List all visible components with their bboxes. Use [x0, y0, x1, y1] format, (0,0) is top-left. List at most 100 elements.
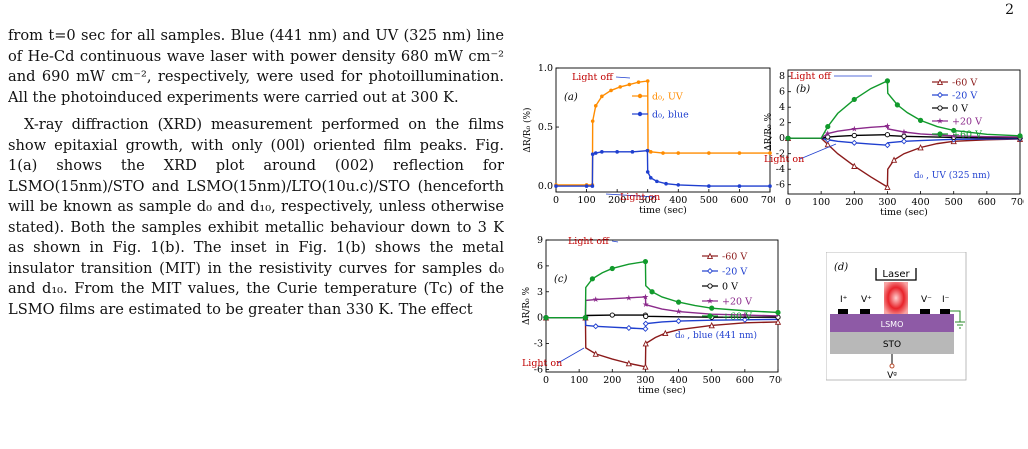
- y-axis: -6 -3 0 3 6 9: [534, 235, 549, 375]
- x-tick-label: 500: [703, 375, 721, 386]
- label-v-minus: V⁻: [921, 295, 932, 305]
- label-i-plus: I⁺: [840, 295, 848, 305]
- data-point: [584, 184, 589, 188]
- y-tick-label: -6: [534, 364, 543, 375]
- gate-terminal: [889, 363, 895, 369]
- data-point: [615, 150, 619, 154]
- data-point: [851, 132, 857, 139]
- data-point: [661, 151, 665, 155]
- data-point: [775, 309, 781, 316]
- data-point: [851, 96, 857, 103]
- annotation-label: Light off: [572, 72, 614, 83]
- x-tick-label: 600: [978, 197, 996, 208]
- data-point: [900, 138, 908, 145]
- data-point: [707, 151, 711, 155]
- data-point: [642, 363, 649, 370]
- data-point: [655, 179, 659, 184]
- y-tick-label: 3: [537, 287, 543, 298]
- x-tick-label: 200: [608, 195, 626, 206]
- plot-frame: [787, 69, 1021, 195]
- data-point: [768, 151, 772, 155]
- data-point: [676, 183, 681, 187]
- data-point: [600, 150, 604, 154]
- y-tick-label: -6: [776, 180, 785, 191]
- data-point: [609, 265, 615, 272]
- data-point: [590, 184, 595, 188]
- data-point: [884, 78, 891, 84]
- data-point: [609, 88, 613, 93]
- annotation-label: Light on: [764, 154, 804, 165]
- data-point: [917, 144, 924, 151]
- data-point: [675, 299, 682, 305]
- x-tick-label: 100: [570, 375, 588, 386]
- y-tick-label: -2: [776, 149, 785, 160]
- legend-entry: -20 V: [722, 267, 747, 278]
- legend-marker: ★: [936, 117, 943, 126]
- legend-marker: [706, 267, 714, 275]
- contact-i-plus: [838, 309, 848, 314]
- data-point: [917, 117, 924, 123]
- y-axis-label: ΔR/R₀ %: [522, 287, 532, 326]
- data-point: ★: [592, 295, 599, 304]
- data-point: [627, 82, 632, 87]
- data-point: [625, 359, 632, 367]
- data-point: ★: [884, 122, 891, 131]
- data-point: [825, 123, 831, 130]
- data-point: [593, 151, 598, 155]
- x-tick-label: 200: [603, 375, 621, 386]
- data-point: ★: [851, 124, 858, 133]
- data-point: [645, 148, 650, 153]
- legend-marker: [937, 105, 943, 111]
- series-d-blue: d₀, blue: [554, 110, 772, 188]
- legend-entry: -20 V: [952, 91, 977, 102]
- gate-label: Vᵍ: [887, 371, 897, 381]
- paragraph-1: from t=0 sec for all samples. Blue (441 …: [8, 27, 504, 106]
- data-point: [737, 184, 742, 188]
- x-tick-label: 100: [578, 195, 596, 206]
- legend-entry: +60 V: [952, 130, 982, 141]
- y-tick-label: 0: [779, 133, 785, 144]
- series-line: [556, 149, 770, 187]
- legend-marker: [637, 111, 643, 117]
- data-point: [642, 320, 649, 327]
- data-point: [825, 134, 831, 140]
- data-point: [676, 151, 681, 155]
- data-point: [824, 140, 831, 148]
- legend-marker: ★: [706, 297, 713, 306]
- data-point: [642, 258, 649, 265]
- plot-frame: [555, 67, 771, 193]
- contact-i-minus: [940, 309, 950, 314]
- x-tick-label: 600: [730, 195, 748, 206]
- data-point: [642, 325, 649, 332]
- x-tick-label: 600: [736, 375, 754, 386]
- x-tick-label: 500: [945, 197, 963, 208]
- panel-label: (c): [554, 274, 568, 285]
- data-point: ★: [642, 292, 649, 301]
- series-d-uv: d₀, UV: [554, 79, 772, 187]
- x-tick-label: 700: [1011, 197, 1024, 208]
- laser-label: Laser: [882, 269, 910, 280]
- x-axis: 0 100 200 300 400 500 600 700: [553, 189, 775, 206]
- data-point: [664, 181, 668, 186]
- y-tick-label: 0.0: [538, 181, 553, 192]
- data-point: [582, 315, 589, 321]
- chart-panel-c: 0 100 200 300 400 500 600 700 time (sec) -6 -3 0 3 6 9…: [522, 235, 782, 396]
- y-tick-label: 1.0: [538, 63, 553, 74]
- sto-label: STO: [883, 340, 901, 350]
- data-point: [890, 156, 898, 163]
- y-tick-label: -4: [776, 164, 785, 175]
- legend-entry: d₀, UV: [652, 92, 683, 103]
- x-tick-label: 700: [761, 195, 775, 206]
- legend-marker: [707, 283, 713, 289]
- data-point: [662, 329, 669, 337]
- y-tick-label: 0: [537, 313, 543, 324]
- y-tick-label: 6: [779, 87, 785, 98]
- y-tick-label: 8: [779, 71, 785, 82]
- legend-marker: [936, 78, 944, 85]
- laser-housing: [875, 268, 917, 281]
- body-text-column: from t=0 sec for all samples. Blue (441 …: [8, 26, 504, 446]
- data-point: ★: [741, 311, 748, 320]
- data-point: [589, 276, 596, 282]
- data-point: ★: [824, 129, 831, 138]
- legend-marker: [707, 313, 713, 319]
